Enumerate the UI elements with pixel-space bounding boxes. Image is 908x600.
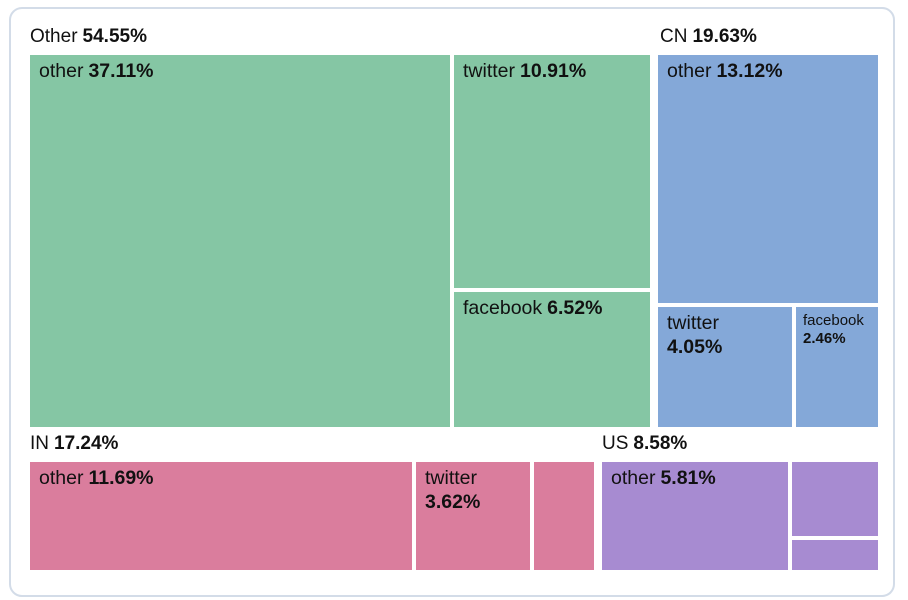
cell-label: facebook — [463, 297, 543, 319]
cell-label: twitter — [425, 467, 478, 489]
group-label-cn: CN 19.63% — [660, 26, 757, 48]
treemap-cell-cn-other[interactable]: other 13.12% — [658, 55, 878, 303]
cell-label: other — [667, 60, 712, 82]
treemap-cell-us-unlabeled[interactable] — [792, 462, 878, 536]
group-label-other: Other 54.55% — [30, 26, 147, 48]
group-name: Other — [30, 26, 78, 47]
treemap-cell-cn-facebook[interactable]: facebook 2.46% — [796, 307, 878, 427]
group-label-in: IN 17.24% — [30, 433, 118, 455]
cell-percentage: 13.12% — [716, 60, 783, 82]
cell-label: other — [611, 467, 656, 489]
cell-percentage: 10.91% — [520, 60, 587, 82]
group-percentage: 8.58% — [633, 433, 688, 454]
group-name: IN — [30, 433, 49, 454]
treemap-cell-in-twitter[interactable]: twitter 3.62% — [416, 462, 530, 570]
treemap-cell-other-other[interactable]: other 37.11% — [30, 55, 450, 427]
group-percentage: 17.24% — [54, 433, 119, 454]
cell-percentage: 3.62% — [425, 491, 481, 514]
treemap-cell-us-other[interactable]: other 5.81% — [602, 462, 788, 570]
treemap-cell-in-other[interactable]: other 11.69% — [30, 462, 412, 570]
cell-percentage: 5.81% — [660, 467, 716, 489]
treemap-cell-other-facebook[interactable]: facebook 6.52% — [454, 292, 650, 427]
cell-percentage: 2.46% — [803, 330, 846, 347]
group-percentage: 19.63% — [692, 26, 757, 47]
treemap-cell-in-unlabeled[interactable] — [534, 462, 594, 570]
cell-percentage: 6.52% — [547, 297, 603, 319]
treemap-cell-us-unlabeled[interactable] — [792, 540, 878, 570]
group-percentage: 54.55% — [82, 26, 147, 47]
group-label-us: US 8.58% — [602, 433, 687, 455]
cell-label: other — [39, 467, 84, 489]
treemap-cell-cn-twitter[interactable]: twitter 4.05% — [658, 307, 792, 427]
group-name: US — [602, 433, 629, 454]
cell-label: facebook — [803, 312, 864, 329]
cell-label: other — [39, 60, 84, 82]
treemap-cell-other-twitter[interactable]: twitter 10.91% — [454, 55, 650, 288]
group-name: CN — [660, 26, 688, 47]
cell-label: twitter — [463, 60, 516, 82]
cell-label: twitter — [667, 312, 720, 334]
cell-percentage: 4.05% — [667, 336, 723, 359]
cell-percentage: 37.11% — [88, 60, 154, 82]
cell-percentage: 11.69% — [88, 467, 154, 489]
